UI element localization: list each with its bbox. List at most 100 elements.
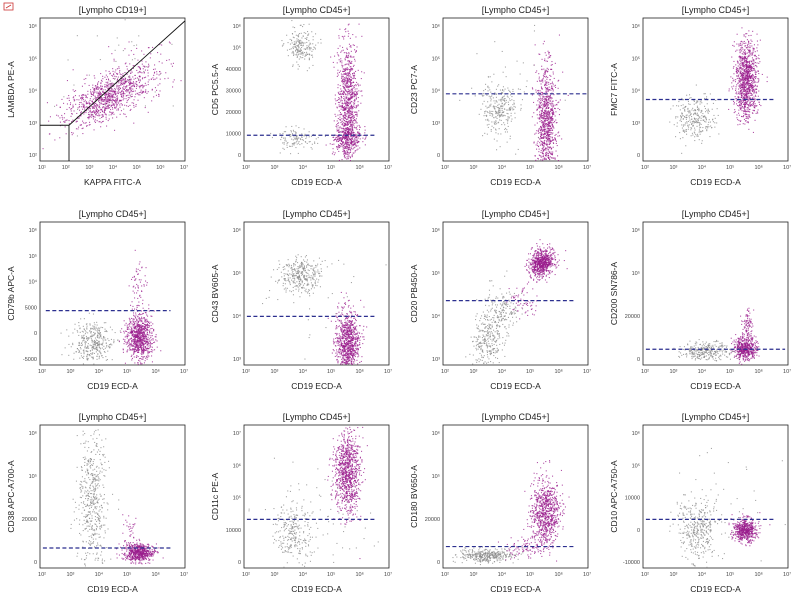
data-point — [337, 136, 339, 138]
data-point — [343, 155, 345, 157]
data-point — [739, 120, 741, 122]
data-point — [118, 82, 120, 84]
data-point — [132, 85, 134, 87]
data-point — [746, 39, 748, 41]
data-point — [736, 93, 738, 95]
data-point — [746, 101, 748, 103]
data-point — [748, 115, 750, 117]
data-point — [747, 82, 749, 84]
data-point — [697, 122, 699, 124]
data-point — [348, 124, 350, 126]
data-point — [353, 147, 355, 149]
y-tick-label: 10⁶ — [233, 23, 241, 30]
data-point — [97, 105, 99, 107]
data-point — [748, 35, 750, 37]
data-point — [153, 79, 155, 81]
data-point — [743, 40, 745, 42]
data-point — [757, 57, 759, 59]
data-point — [501, 115, 503, 117]
data-point — [343, 134, 345, 136]
data-point — [148, 65, 150, 67]
data-point — [109, 87, 111, 89]
data-point — [747, 71, 749, 73]
data-point — [105, 108, 107, 110]
data-point — [348, 80, 350, 82]
data-point — [766, 76, 768, 78]
data-point — [540, 140, 542, 142]
data-point — [743, 90, 745, 92]
data-point — [112, 89, 114, 91]
data-point — [550, 98, 552, 100]
data-point — [78, 104, 80, 106]
data-point — [543, 101, 545, 103]
data-point — [544, 74, 546, 76]
data-point — [145, 61, 147, 63]
data-point — [358, 131, 360, 133]
data-point — [487, 112, 489, 114]
data-point — [741, 60, 743, 62]
data-point — [756, 81, 758, 83]
data-point — [541, 140, 543, 142]
data-point — [742, 67, 744, 69]
x-axis-label: CD19 ECD-A — [490, 177, 541, 187]
data-point — [92, 87, 94, 89]
data-point — [341, 118, 343, 120]
data-point — [135, 105, 137, 107]
data-point — [350, 141, 352, 143]
data-point — [350, 46, 352, 48]
data-point — [117, 109, 119, 111]
data-point — [549, 120, 551, 122]
data-point — [96, 120, 98, 122]
data-point — [160, 72, 162, 74]
data-point — [546, 151, 548, 153]
data-point — [364, 138, 366, 140]
data-point — [134, 58, 136, 60]
data-point — [679, 132, 681, 134]
data-point — [686, 122, 688, 124]
data-point — [352, 115, 354, 117]
data-point — [349, 102, 351, 104]
data-point — [552, 151, 554, 153]
data-point — [351, 125, 353, 127]
data-point — [550, 153, 552, 155]
data-point — [95, 110, 97, 112]
data-point — [692, 125, 694, 127]
data-point — [338, 110, 340, 112]
data-point — [748, 95, 750, 97]
data-point — [352, 140, 354, 142]
data-point — [557, 160, 559, 162]
data-point — [735, 50, 737, 52]
data-point — [296, 140, 298, 142]
data-point — [740, 100, 742, 102]
data-point — [144, 69, 146, 71]
data-point — [345, 142, 347, 144]
data-point — [353, 75, 355, 77]
data-point — [98, 92, 100, 94]
data-point — [348, 77, 350, 79]
data-point — [543, 102, 545, 104]
data-point — [79, 109, 81, 111]
data-point — [356, 111, 358, 113]
data-point — [101, 121, 103, 123]
data-point — [148, 47, 150, 49]
data-point — [356, 46, 358, 48]
data-point — [350, 138, 352, 140]
data-point — [745, 94, 747, 96]
data-point — [549, 100, 551, 102]
data-point — [348, 115, 350, 117]
data-point — [544, 143, 546, 145]
data-point — [337, 91, 339, 93]
data-point — [695, 120, 697, 122]
data-point — [494, 105, 496, 107]
data-point — [687, 107, 689, 109]
data-point — [547, 88, 549, 90]
data-point — [338, 159, 340, 161]
data-point — [498, 112, 500, 114]
x-tick-label: 10² — [441, 165, 449, 171]
data-point — [109, 98, 111, 100]
data-point — [292, 46, 294, 48]
data-point — [302, 35, 304, 37]
data-point — [345, 56, 347, 58]
data-point — [542, 108, 544, 110]
data-point — [547, 139, 549, 141]
